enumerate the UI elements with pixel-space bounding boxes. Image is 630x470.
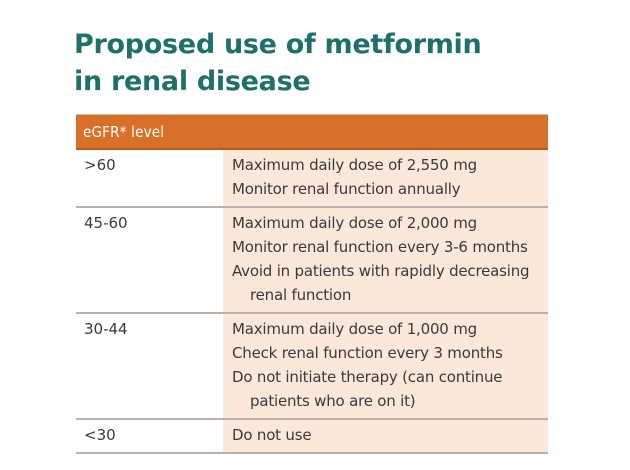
recommendations-cell: Maximum daily dose of 2,550 mg Monitor r… [223, 150, 548, 206]
recommendation-item: Maximum daily dose of 2,550 mg [232, 156, 477, 174]
recommendation-item: Do not use [232, 426, 312, 444]
table-row: 30-44 Maximum daily dose of 1,000 mg Che… [76, 314, 548, 420]
recommendation-item: Maximum daily dose of 1,000 mg [232, 320, 477, 338]
recommendations-cell: Maximum daily dose of 1,000 mg Check ren… [223, 314, 548, 418]
metformin-egfr-table: eGFR* level >60 Maximum daily dose of 2,… [76, 114, 548, 454]
table-header-row: eGFR* level [76, 114, 548, 150]
egfr-level-cell: >60 [76, 150, 223, 206]
recommendation-item: Maximum daily dose of 2,000 mg [232, 214, 477, 232]
recommendation-continuation: patients who are on it) [250, 392, 416, 410]
egfr-level-header: eGFR* level [83, 122, 165, 141]
egfr-level-cell: <30 [76, 420, 223, 452]
recommendations-cell: Maximum daily dose of 2,000 mg Monitor r… [223, 208, 548, 312]
title-line-1: Proposed use of metformin [74, 29, 482, 60]
page-title: Proposed use of metformin in renal disea… [74, 26, 574, 100]
table-row: <30 Do not use [76, 420, 548, 454]
egfr-level-cell: 30-44 [76, 314, 223, 418]
recommendation-item: Monitor renal function every 3-6 months [232, 238, 528, 256]
table-row: >60 Maximum daily dose of 2,550 mg Monit… [76, 150, 548, 208]
recommendation-item: Check renal function every 3 months [232, 344, 503, 362]
recommendation-item: Do not initiate therapy (can continue pa… [232, 365, 544, 413]
egfr-level-cell: 45-60 [76, 208, 223, 312]
recommendation-item: Avoid in patients with rapidly decreasin… [232, 259, 544, 307]
recommendation-item: Monitor renal function annually [232, 180, 461, 198]
recommendations-cell: Do not use [223, 420, 548, 452]
recommendation-continuation: renal function [250, 286, 352, 304]
table-row: 45-60 Maximum daily dose of 2,000 mg Mon… [76, 208, 548, 314]
title-line-2: in renal disease [74, 66, 311, 97]
